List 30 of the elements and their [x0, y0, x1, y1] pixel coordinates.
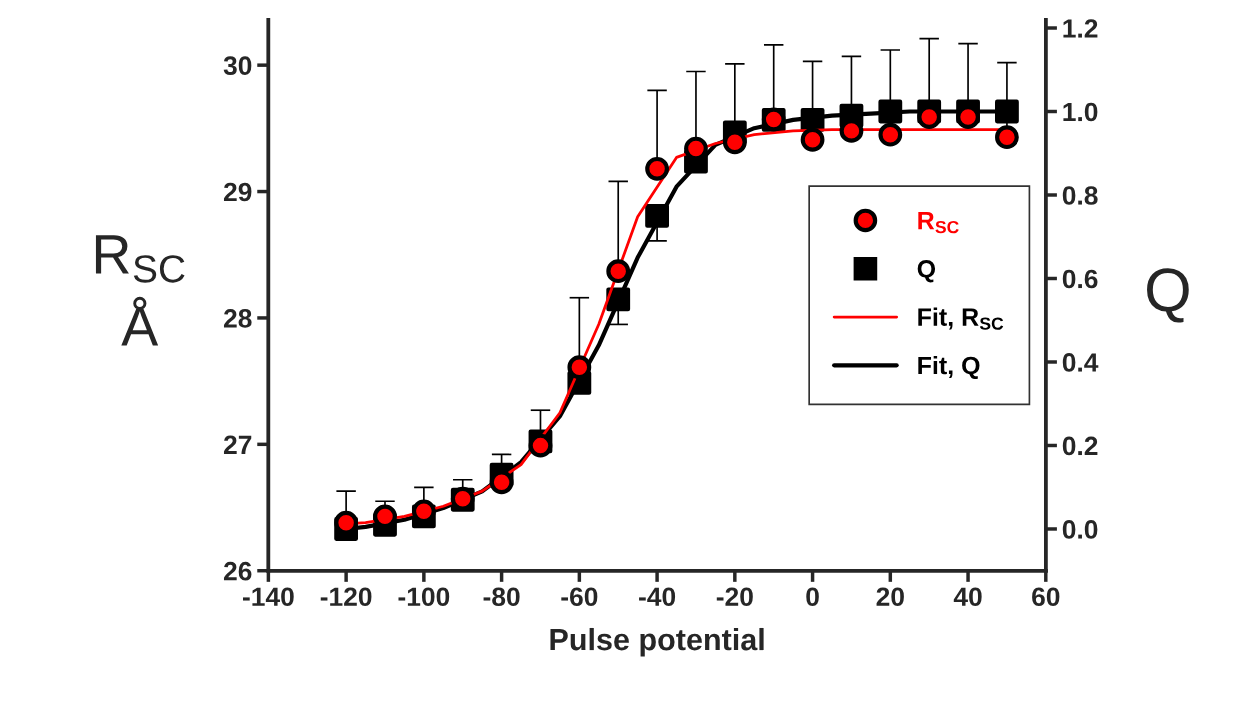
x-tick-label: 60 [1032, 587, 1060, 607]
legend-label: Fit, R$_{SC}$ [918, 307, 1004, 330]
y2-tick-label: 1.0 [1063, 102, 1098, 122]
x-tick-label: -120 [320, 587, 372, 607]
x-tick-label: -40 [639, 587, 676, 607]
y-tick-label: 29 [223, 182, 252, 202]
y2-tick-label: 0.0 [1062, 520, 1098, 539]
y2-axis-title: Q [1147, 268, 1189, 323]
legend-label: Q [917, 260, 936, 283]
x-tick-label: -20 [716, 587, 753, 607]
y-axis-title: R$_{SC}$ Å [95, 235, 185, 346]
x-tick-label: -100 [398, 587, 450, 607]
legend-label: Fit, Q [918, 356, 980, 380]
x-tick-label: 0 [806, 587, 819, 607]
legend-label: R$_{SC}$ [918, 211, 959, 234]
x-tick-label: -60 [561, 587, 598, 607]
y2-tick-label: 0.4 [1062, 353, 1099, 372]
y2-tick-label: 0.6 [1062, 269, 1098, 289]
x-axis-title: Pulse potential [550, 627, 764, 657]
y2-tick-label: 1.2 [1063, 19, 1098, 38]
x-tick-label: -80 [483, 587, 520, 607]
x-tick-label: 20 [876, 587, 904, 607]
y-tick-label: 30 [223, 56, 252, 76]
y2-tick-label: 0.2 [1062, 436, 1098, 456]
y2-tick-label: 0.8 [1062, 186, 1098, 205]
x-tick-label: -140 [243, 587, 294, 607]
y-tick-label: 27 [223, 435, 252, 454]
y-tick-label: 28 [223, 309, 252, 328]
x-tick-label: 40 [953, 587, 982, 607]
y-tick-label: 26 [223, 561, 252, 581]
